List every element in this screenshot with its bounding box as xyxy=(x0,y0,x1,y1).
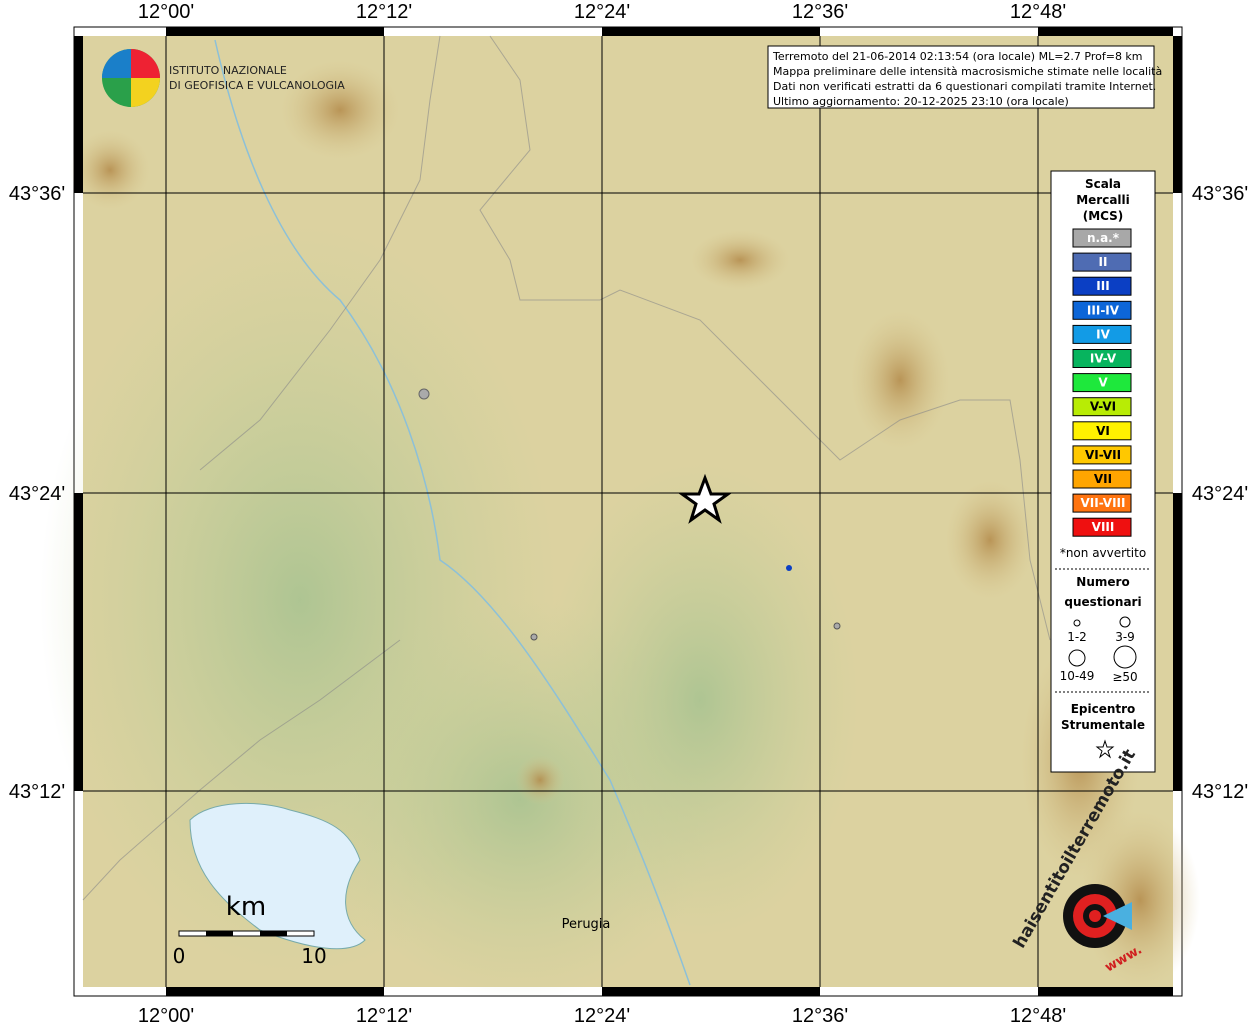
size-label: 10-49 xyxy=(1060,669,1095,683)
lon-label: 12°48' xyxy=(1010,1005,1066,1024)
scale-label: 0 xyxy=(173,944,186,968)
epicenter-title: Epicentro xyxy=(1071,702,1136,716)
legend-swatch xyxy=(1072,324,1132,344)
size-symbol xyxy=(1073,619,1081,627)
axis-labels: 12°00' 12°00' 12°12' 12°12' 12°24' 12°24' 12°3… xyxy=(9,1,1248,1027)
count-title: questionari xyxy=(1064,595,1141,609)
scale-bar: km 0 10 xyxy=(173,892,327,968)
logo: ISTITUTO NAZIONALE DI GEOFISICA E VULCAN… xyxy=(102,49,345,107)
lon-label: 12°00' xyxy=(138,1005,194,1024)
legend-label: IV xyxy=(1096,327,1110,341)
legend-swatch xyxy=(1072,349,1132,368)
logo-text: ISTITUTO NAZIONALE xyxy=(169,64,287,77)
legend-swatch xyxy=(1072,252,1132,272)
legend-title: Scala xyxy=(1085,177,1121,191)
legend-label: III xyxy=(1096,279,1109,293)
legend-label: II xyxy=(1099,255,1108,269)
legend-title: Mercalli xyxy=(1076,193,1130,207)
epicenter-symbol xyxy=(1095,739,1115,759)
size-symbol xyxy=(1113,645,1137,669)
lon-label: 12°00' xyxy=(138,1,194,23)
legend-label: V xyxy=(1098,376,1108,390)
place-label: Perugia xyxy=(562,917,611,932)
legend-note: *non avvertito xyxy=(1060,546,1146,560)
lon-label: 12°24' xyxy=(574,1,630,23)
epicenter-title: Strumentale xyxy=(1061,718,1145,732)
legend-swatch xyxy=(1072,469,1132,489)
header-line: Ultimo aggiornamento: 20-12-2025 23:10 (… xyxy=(773,95,1069,108)
legend-swatch xyxy=(1072,373,1132,393)
legend-label: III-IV xyxy=(1087,303,1120,317)
legend-swatch xyxy=(1072,397,1132,417)
legend-swatch xyxy=(1072,421,1132,441)
size-label: 1-2 xyxy=(1067,630,1087,644)
legend-swatch xyxy=(1072,276,1132,296)
header-box xyxy=(767,45,1155,109)
header-line: Dati non verificati estratti da 6 questi… xyxy=(773,80,1156,93)
points xyxy=(418,388,841,641)
lat-label: 43°12' xyxy=(1192,781,1248,803)
lon-label: 12°12' xyxy=(356,1,412,23)
frame-bars xyxy=(74,27,1182,996)
legend-swatch xyxy=(1072,300,1132,320)
lon-label: 12°36' xyxy=(792,1,848,23)
graticule xyxy=(83,36,1173,987)
lat-label: 43°12' xyxy=(9,781,65,803)
logo-text: DI GEOFISICA E VULCANOLOGIA xyxy=(169,79,345,92)
header-line: Terremoto del 21-06-2014 02:13:54 (ora l… xyxy=(772,50,1143,63)
legend-swatch xyxy=(1072,445,1132,465)
legend-label: VI xyxy=(1096,424,1110,438)
lat-label: 43°36' xyxy=(1192,183,1248,205)
lat-label: 43°24' xyxy=(9,483,65,505)
lat-label: 43°36' xyxy=(9,183,65,205)
epicenter xyxy=(677,473,733,524)
scale-label: 10 xyxy=(301,944,326,968)
lon-label: 12°48' xyxy=(1010,1,1066,23)
legend-label: VI-VII xyxy=(1085,448,1121,462)
legend-swatch xyxy=(1072,493,1132,513)
legend-label: VII-VIII xyxy=(1080,496,1125,510)
lon-label: 12°36' xyxy=(792,1005,848,1024)
legend-title: (MCS) xyxy=(1083,209,1124,223)
legend-label: n.a.* xyxy=(1087,231,1120,245)
legend-label: VII xyxy=(1094,472,1112,486)
lat-label: 43°24' xyxy=(1192,483,1248,505)
lon-label: 12°24' xyxy=(574,1005,630,1024)
count-title: Numero xyxy=(1076,575,1129,589)
size-symbol xyxy=(1119,616,1131,628)
legend-label: VIII xyxy=(1092,520,1115,534)
size-label: 3-9 xyxy=(1115,630,1135,644)
lon-label: 12°12' xyxy=(356,1005,412,1024)
legend-label: IV-V xyxy=(1090,352,1117,366)
legend-swatch xyxy=(1072,517,1132,537)
terrain xyxy=(40,35,1200,1000)
size-label: ≥50 xyxy=(1112,670,1137,684)
scale-unit: km xyxy=(226,892,266,922)
legend-label: V-VI xyxy=(1090,400,1116,414)
size-symbol xyxy=(1068,649,1086,667)
legend-swatch xyxy=(1072,228,1132,248)
header-line: Mappa preliminare delle intensità macros… xyxy=(773,65,1162,78)
